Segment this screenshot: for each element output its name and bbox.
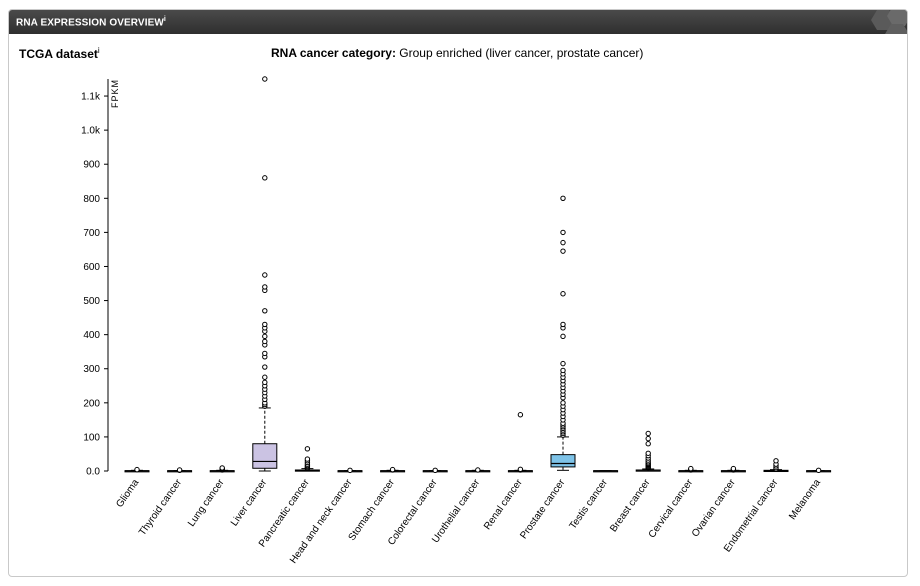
x-tick-label: Stomach cancer bbox=[347, 477, 398, 543]
x-tick-label: Cervical cancer bbox=[647, 477, 696, 540]
outlier-point bbox=[304, 456, 311, 462]
y-tick-label: 800 bbox=[83, 194, 100, 205]
x-tick-label: Testis cancer bbox=[568, 477, 611, 532]
outlier-point bbox=[304, 446, 311, 452]
outlier-point bbox=[560, 367, 566, 374]
y-tick-label: 400 bbox=[83, 330, 100, 341]
panel-title: RNA EXPRESSION OVERVIEWi bbox=[16, 16, 166, 28]
outlier-point bbox=[262, 338, 268, 345]
y-tick-label: 1.1k bbox=[81, 92, 101, 103]
outlier-point bbox=[219, 465, 225, 471]
dataset-label: TCGA dataseti bbox=[19, 46, 100, 61]
outlier-point bbox=[262, 175, 268, 181]
outlier-point bbox=[560, 333, 566, 340]
x-tick-label: Glioma bbox=[114, 477, 141, 510]
y-tick-label: 900 bbox=[83, 160, 100, 171]
outlier-point bbox=[560, 291, 566, 297]
x-tick-label: Prostate cancer bbox=[518, 477, 568, 541]
outlier-point bbox=[262, 364, 268, 370]
cancer-category: RNA cancer category: Group enriched (liv… bbox=[271, 46, 643, 60]
y-tick-label: 200 bbox=[83, 398, 100, 409]
outlier-point bbox=[560, 248, 566, 254]
outlier-point bbox=[262, 308, 268, 314]
info-icon[interactable]: i bbox=[163, 16, 166, 23]
category-value: Group enriched (liver cancer, prostate c… bbox=[399, 46, 644, 60]
y-tick-label: 100 bbox=[83, 432, 100, 443]
outlier-point bbox=[517, 466, 524, 472]
outlier-point bbox=[262, 284, 268, 290]
dataset-info-icon[interactable]: i bbox=[97, 46, 100, 55]
outlier-point bbox=[645, 441, 651, 447]
box-prostate-cancer bbox=[550, 454, 576, 468]
x-tick-label: Melanoma bbox=[787, 477, 823, 522]
y-tick-label: 600 bbox=[83, 262, 100, 273]
x-tick-label: Lung cancer bbox=[186, 477, 227, 529]
outlier-point bbox=[815, 467, 822, 474]
rna-expression-panel: RNA EXPRESSION OVERVIEWi TCGA dataseti R… bbox=[8, 9, 908, 577]
panel-header: RNA EXPRESSION OVERVIEWi bbox=[9, 10, 907, 34]
outlier-point bbox=[645, 430, 651, 437]
y-tick-label: 1.0k bbox=[81, 126, 101, 137]
outlier-point bbox=[560, 400, 566, 406]
y-tick-label: 500 bbox=[83, 296, 100, 307]
hexagon-logo-icon bbox=[871, 10, 907, 34]
x-tick-label: Urothelial cancer bbox=[430, 477, 482, 545]
outlier-point bbox=[517, 412, 524, 418]
outlier-point bbox=[560, 360, 566, 367]
outlier-point bbox=[262, 76, 268, 82]
dataset-label-text: TCGA dataset bbox=[19, 47, 98, 61]
outlier-point bbox=[645, 450, 651, 456]
x-tick-label: Ovarian cancer bbox=[690, 477, 738, 539]
outlier-point bbox=[262, 272, 268, 278]
category-label: RNA cancer category: bbox=[271, 46, 396, 60]
y-tick-label: 300 bbox=[83, 364, 100, 375]
outlier-point bbox=[262, 321, 268, 328]
outlier-point bbox=[560, 321, 566, 328]
outlier-point bbox=[560, 239, 566, 246]
outlier-point bbox=[645, 435, 651, 442]
panel-title-text: RNA EXPRESSION OVERVIEW bbox=[16, 17, 164, 29]
x-tick-label: Renal cancer bbox=[482, 477, 525, 532]
outlier-point bbox=[560, 229, 566, 236]
outlier-point bbox=[432, 467, 438, 474]
outlier-point bbox=[176, 467, 183, 473]
outlier-point bbox=[773, 458, 779, 464]
x-tick-label: Breast cancer bbox=[608, 477, 653, 534]
outlier-point bbox=[262, 350, 268, 357]
outlier-point bbox=[560, 195, 566, 202]
outlier-point bbox=[688, 465, 694, 472]
outlier-point bbox=[730, 465, 737, 472]
outlier-point bbox=[134, 466, 140, 473]
x-tick-label: Thyroid cancer bbox=[137, 477, 184, 538]
outlier-point bbox=[475, 467, 481, 473]
y-tick-label: 700 bbox=[83, 228, 100, 239]
outlier-point bbox=[389, 466, 396, 473]
outlier-point bbox=[262, 374, 268, 380]
outlier-point bbox=[262, 333, 268, 340]
box-liver-cancer bbox=[252, 443, 278, 469]
x-tick-label: Liver cancer bbox=[229, 477, 270, 528]
outlier-point bbox=[262, 379, 268, 386]
outlier-point bbox=[347, 467, 353, 474]
y-axis-label: FPKM bbox=[110, 79, 120, 108]
y-tick-label: 0.0 bbox=[86, 467, 100, 478]
